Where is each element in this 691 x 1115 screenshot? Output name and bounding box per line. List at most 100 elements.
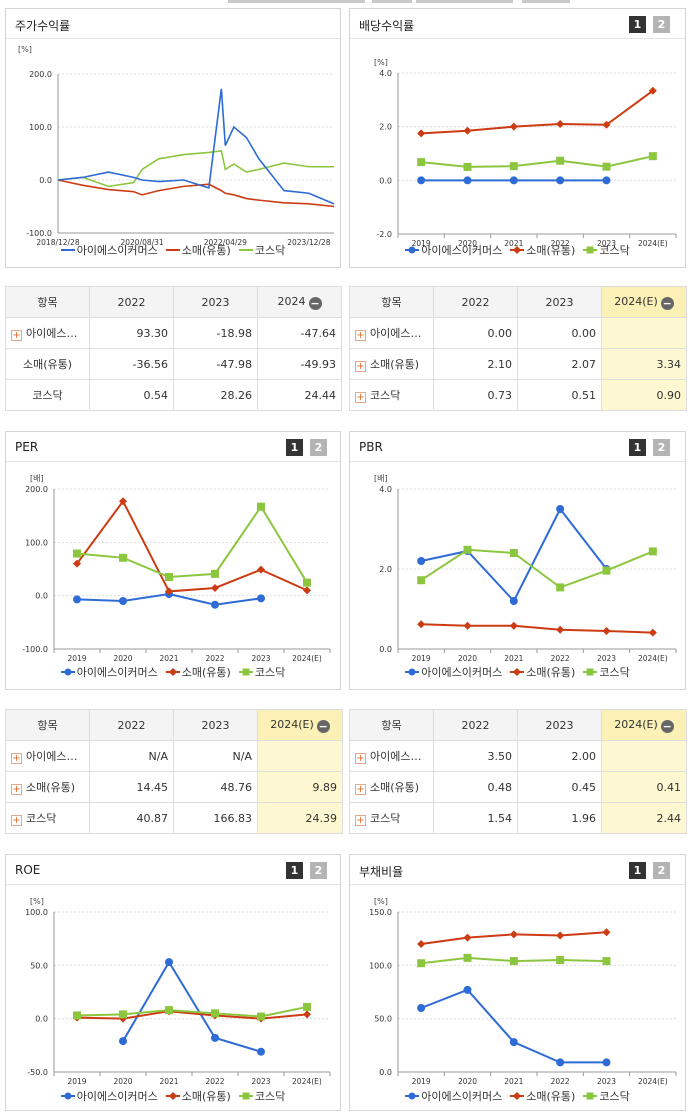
data-point-retail	[556, 931, 565, 940]
legend-item-retail[interactable]: 소매(유통)	[165, 664, 231, 680]
table-cell	[601, 317, 687, 349]
panel-header: PBR 1 2	[350, 432, 685, 462]
page-2-button[interactable]: 2	[653, 862, 670, 879]
stock-return-panel: 주가수익률 [%] 200.0 100.0 0.0 -100.0 2018/12/28 20…	[5, 8, 341, 268]
row-label[interactable]: + 코스닥	[349, 379, 434, 411]
series-kosdaq	[73, 1002, 311, 1021]
series-retail	[73, 497, 311, 596]
x-tick-label: 2020	[458, 1077, 477, 1086]
legend-item-company[interactable]: 아이에스이커머스	[60, 1088, 158, 1104]
page-2-button[interactable]: 2	[653, 439, 670, 456]
data-point-company	[211, 1033, 219, 1042]
pbr-table: 항목 2022 2023 2024(E) − + 아이에스… 3.50 2.00 + 소매(유통) 0…	[349, 709, 687, 834]
legend-item-retail[interactable]: 소매(유통)	[165, 242, 231, 258]
legend-item-company[interactable]: 아이에스이커머스	[405, 664, 502, 680]
series-line-company	[57, 88, 335, 205]
x-tick-label: 2024(E)	[638, 1077, 668, 1086]
panel-header: PER 1 2	[6, 432, 340, 462]
expand-row-icon[interactable]: +	[11, 330, 22, 341]
table-row: + 아이에스… 93.30 -18.98 -47.64	[5, 317, 342, 349]
collapse-column-icon[interactable]: −	[660, 296, 674, 310]
row-label[interactable]: + 소매(유통)	[349, 771, 434, 803]
expand-row-icon[interactable]: +	[355, 330, 366, 341]
expand-row-icon[interactable]: +	[355, 784, 366, 795]
table-row: + 코스닥 40.87 166.83 24.39	[5, 802, 343, 834]
collapse-column-icon[interactable]: −	[316, 719, 330, 733]
expand-row-icon[interactable]: +	[11, 815, 22, 826]
data-point-retail	[165, 587, 173, 596]
data-point-kosdaq	[119, 553, 127, 562]
row-label[interactable]: + 아이에스…	[5, 740, 90, 772]
row-label[interactable]: + 소매(유통)	[349, 348, 434, 380]
y-tick-label: 100.0	[369, 961, 392, 970]
y-tick-label: 4.0	[379, 69, 392, 78]
stock-return-table: 항목 2022 2023 2024− + 아이에스… 93.30 -18.98 -47.64 소매…	[5, 286, 342, 411]
page-1-button[interactable]: 1	[629, 16, 646, 33]
x-tick-label: 2020	[458, 239, 477, 248]
row-label[interactable]: + 코스닥	[5, 802, 90, 834]
legend-item-kosdaq[interactable]: 코스닥	[238, 242, 285, 258]
legend-item-company[interactable]: 아이에스이커머스	[405, 1088, 502, 1104]
legend-item-retail[interactable]: 소매(유통)	[165, 1088, 231, 1104]
legend-item-kosdaq[interactable]: 코스닥	[583, 1088, 630, 1104]
legend-item-kosdaq[interactable]: 코스닥	[238, 664, 285, 680]
y-tick-label: 100.0	[29, 123, 52, 132]
page-2-button[interactable]: 2	[653, 16, 670, 33]
page-2-button[interactable]: 2	[310, 439, 327, 456]
legend-item-retail[interactable]: 소매(유통)	[510, 242, 575, 258]
data-point-retail	[257, 565, 265, 574]
page-1-button[interactable]: 1	[629, 439, 646, 456]
legend-item-kosdaq[interactable]: 코스닥	[238, 1088, 285, 1104]
series-line-retail	[76, 1010, 308, 1020]
collapse-column-icon[interactable]: −	[660, 719, 674, 733]
data-point-kosdaq	[303, 1002, 311, 1011]
table-cell: 0.41	[601, 771, 687, 803]
row-label[interactable]: + 소매(유통)	[5, 771, 90, 803]
y-tick-label: 200.0	[29, 70, 52, 79]
expand-row-icon[interactable]: +	[355, 392, 366, 403]
row-label[interactable]: + 아이에스…	[349, 740, 434, 772]
page-1-button[interactable]: 1	[286, 439, 303, 456]
table-header-row: 항목 2022 2023 2024(E) −	[5, 709, 343, 741]
legend-swatch	[238, 668, 253, 676]
data-point-kosdaq	[211, 569, 219, 578]
panel-title: PER	[15, 440, 39, 454]
row-label[interactable]: 소매(유통)	[5, 348, 90, 380]
legend-item-company[interactable]: 아이에스이커머스	[60, 242, 158, 258]
expand-row-icon[interactable]: +	[355, 815, 366, 826]
data-point-kosdaq	[556, 956, 565, 964]
series-line-company	[420, 988, 607, 1064]
table-row: + 소매(유통) 0.48 0.45 0.41	[349, 771, 687, 803]
legend-swatch	[583, 668, 598, 676]
column-header: 2023	[173, 286, 258, 318]
legend-item-company[interactable]: 아이에스이커머스	[405, 242, 502, 258]
expand-row-icon[interactable]: +	[11, 753, 22, 764]
page-1-button[interactable]: 1	[286, 862, 303, 879]
x-tick-label: 2020	[113, 654, 132, 663]
legend-item-kosdaq[interactable]: 코스닥	[583, 242, 630, 258]
row-label[interactable]: + 아이에스…	[349, 317, 434, 349]
data-point-retail	[303, 586, 311, 595]
legend-label: 코스닥	[599, 244, 630, 257]
row-label[interactable]: + 아이에스…	[5, 317, 90, 349]
legend-item-retail[interactable]: 소매(유통)	[510, 1088, 575, 1104]
row-label[interactable]: + 코스닥	[349, 802, 434, 834]
x-tick-label: 2024(E)	[638, 654, 668, 663]
expand-row-icon[interactable]: +	[355, 361, 366, 372]
expand-row-icon[interactable]: +	[355, 753, 366, 764]
page-2-button[interactable]: 2	[310, 862, 327, 879]
collapse-column-icon[interactable]: −	[308, 296, 322, 310]
data-point-retail	[211, 583, 219, 592]
row-label[interactable]: 코스닥	[5, 379, 90, 411]
expand-row-icon[interactable]: +	[11, 784, 22, 795]
legend-item-company[interactable]: 아이에스이커머스	[60, 664, 158, 680]
data-point-kosdaq	[257, 1012, 265, 1021]
legend-swatch	[405, 1092, 420, 1100]
table-cell: 1.54	[433, 802, 518, 834]
legend-swatch	[60, 249, 75, 251]
page-1-button[interactable]: 1	[629, 862, 646, 879]
data-point-retail	[73, 559, 81, 568]
dividend-yield-chart: [%] 4.0 2.0 0.0 -2.0 2019 2020 2021 2022 2023 2024…	[374, 58, 677, 248]
legend-item-retail[interactable]: 소매(유통)	[510, 664, 575, 680]
legend-item-kosdaq[interactable]: 코스닥	[583, 664, 630, 680]
